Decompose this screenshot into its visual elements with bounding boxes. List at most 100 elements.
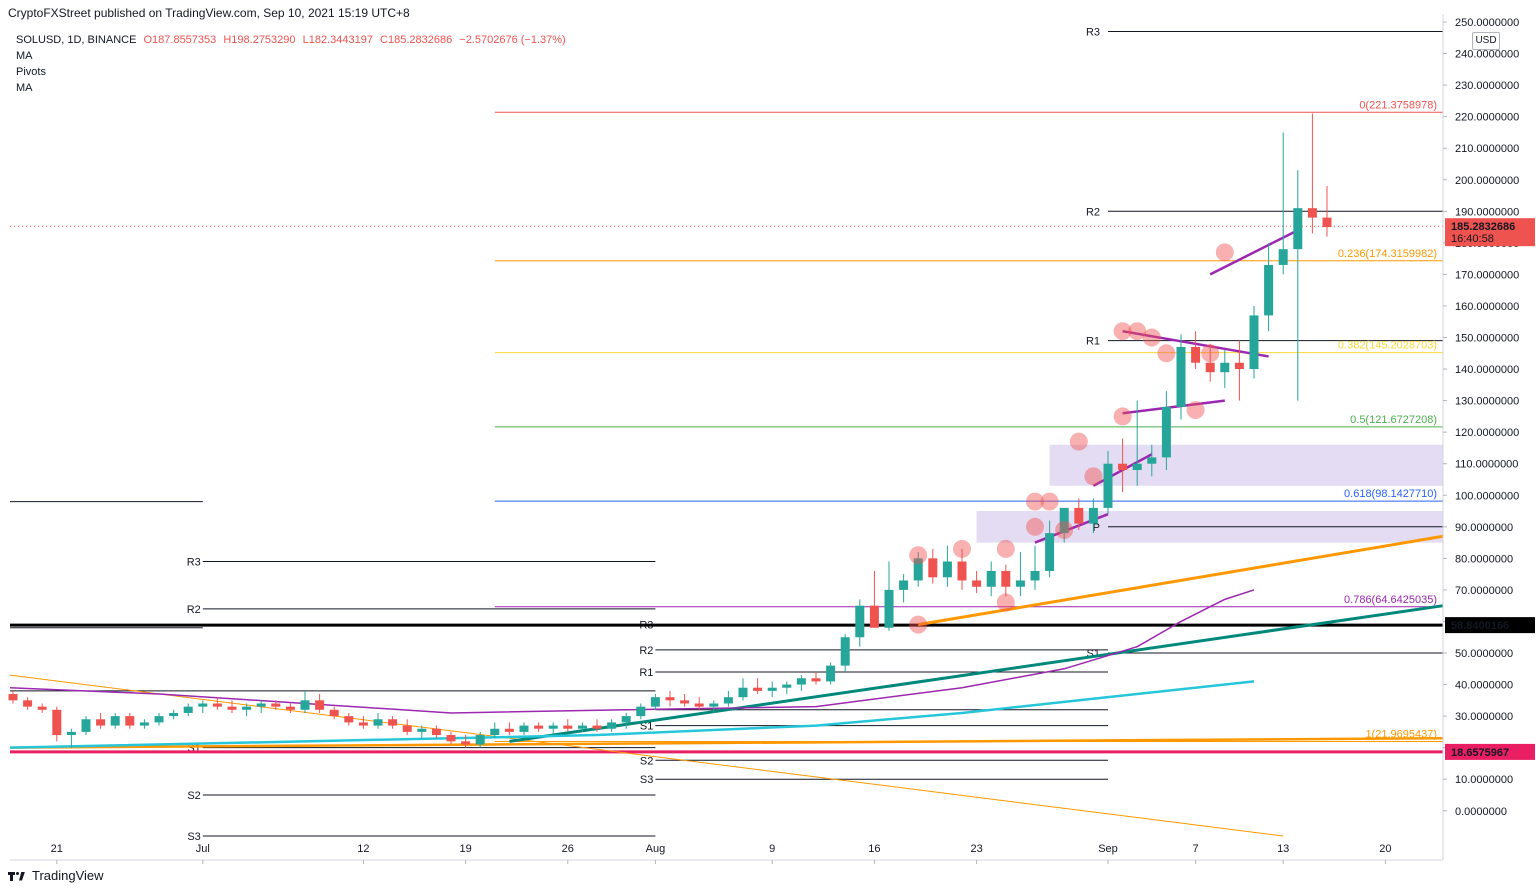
candle-body: [315, 700, 325, 710]
candle-body: [709, 703, 719, 707]
candle-body: [899, 580, 909, 590]
candle-body: [1161, 406, 1171, 458]
candle-body: [1264, 264, 1274, 316]
candle-body: [475, 735, 485, 745]
price-tick-label: 80.0000000: [1455, 553, 1513, 565]
footer-brand: TradingView: [8, 868, 104, 883]
touch-marker: [1186, 401, 1205, 420]
candle-body: [52, 709, 62, 736]
teal-trendline: [509, 604, 1444, 743]
candle-body: [81, 719, 91, 732]
price-tick-label: 10.0000000: [1455, 774, 1513, 786]
price-tick-label: 90.0000000: [1455, 522, 1513, 534]
candle-body: [665, 697, 675, 701]
candle-body: [344, 716, 354, 723]
price-tag: [1445, 218, 1535, 247]
pivot-label: R3: [187, 557, 201, 569]
candle-body: [592, 725, 602, 729]
price-axis: 0.000000010.000000020.000000030.00000004…: [1442, 14, 1519, 860]
pivot-label: R3: [1086, 26, 1100, 38]
tradingview-logo-icon: [8, 870, 26, 882]
candle-body: [607, 722, 617, 729]
fib-label: 0.786(64.6425035): [1344, 594, 1437, 606]
time-tick-label: 16: [868, 843, 880, 855]
touch-marker: [1201, 344, 1220, 363]
time-tick-label: Aug: [646, 843, 666, 855]
price-tick-label: 240.0000000: [1455, 49, 1519, 61]
time-axis: 21 Jul 12 19 26 Aug 9 16 23 Sep 7 13 20: [10, 843, 1443, 864]
candle-body: [913, 558, 923, 581]
fib-label: 0.382(145.2028703): [1338, 340, 1437, 352]
indicator-pivots[interactable]: Pivots: [16, 66, 46, 78]
price-tag: [1445, 617, 1535, 634]
price-tick-label: 110.0000000: [1455, 459, 1518, 471]
trend-lines: [9, 229, 1444, 837]
price-tick-label: 30.0000000: [1455, 711, 1513, 723]
price-tick-label: 50.0000000: [1455, 648, 1513, 660]
touch-marker: [953, 539, 971, 558]
cyan-moving-average: [9, 680, 1255, 749]
time-tick-label: 19: [459, 843, 471, 855]
candle-body: [738, 687, 748, 698]
upper-zone: [1049, 444, 1443, 486]
candle-body: [417, 728, 427, 732]
touch-marker: [1113, 407, 1132, 426]
candle-body: [198, 703, 208, 707]
price-tick-label: 130.0000000: [1455, 396, 1519, 408]
candle-body: [110, 716, 120, 726]
ohlc-row: SOLUSD, 1D, BINANCE O187.8557353 H198.27…: [16, 32, 566, 48]
touch-marker: [1026, 517, 1044, 536]
candle-body: [242, 706, 252, 710]
time-tick-label: 12: [357, 843, 369, 855]
publish-header: CryptoFXStreet published on TradingView.…: [8, 6, 410, 20]
candle-body: [1293, 208, 1303, 250]
candle-body: [723, 697, 733, 704]
price-tick-label: 170.0000000: [1455, 269, 1519, 281]
candle-body: [431, 728, 441, 736]
candle-body: [490, 728, 500, 736]
open-value: O187.8557353: [143, 34, 217, 46]
indicator-ma-2[interactable]: MA: [16, 82, 33, 94]
touch-marker: [1157, 344, 1176, 363]
candle-body: [519, 725, 529, 732]
price-tick-label: 210.0000000: [1455, 143, 1519, 155]
candle-body: [1278, 249, 1288, 265]
candle-body: [139, 722, 149, 726]
candle-body: [811, 678, 821, 682]
candle-body: [1074, 507, 1084, 524]
candle-body: [504, 728, 514, 732]
touch-markers: [909, 243, 1234, 634]
candle-body: [169, 712, 179, 717]
pivot-label: S2: [640, 755, 653, 767]
candle-body: [1030, 570, 1040, 581]
price-tick-label: 190.0000000: [1455, 206, 1519, 218]
candle-body: [461, 741, 471, 745]
candle-body: [96, 719, 106, 726]
candle-body: [1088, 507, 1098, 524]
candle-body: [285, 706, 295, 710]
candle-body: [1015, 580, 1025, 587]
symbol-label[interactable]: SOLUSD, 1D, BINANCE: [16, 34, 137, 46]
candle-body: [534, 725, 544, 729]
footer-brand-text: TradingView: [32, 868, 104, 883]
candle-body: [8, 694, 18, 701]
candle-body: [694, 703, 704, 707]
price-tick-label: 160.0000000: [1455, 301, 1519, 313]
candle-body: [563, 725, 573, 729]
purple-moving-average: [9, 589, 1255, 714]
candle-body: [1103, 463, 1113, 508]
time-tick-label: Jul: [196, 843, 210, 855]
price-tag-label: 58.8400166: [1451, 620, 1509, 632]
candle-body: [402, 725, 412, 732]
candle-body: [23, 700, 33, 707]
candle-body: [826, 665, 836, 682]
price-tick-label: 200.0000000: [1455, 175, 1519, 187]
currency-badge[interactable]: USD: [1472, 32, 1500, 50]
candle-body: [212, 703, 222, 707]
fib-label: 0.5(121.6727208): [1350, 414, 1437, 426]
descending-orange-line: [9, 674, 1284, 837]
candle-body: [796, 678, 806, 685]
indicator-ma-1[interactable]: MA: [16, 50, 33, 62]
candle-body: [1191, 346, 1201, 363]
